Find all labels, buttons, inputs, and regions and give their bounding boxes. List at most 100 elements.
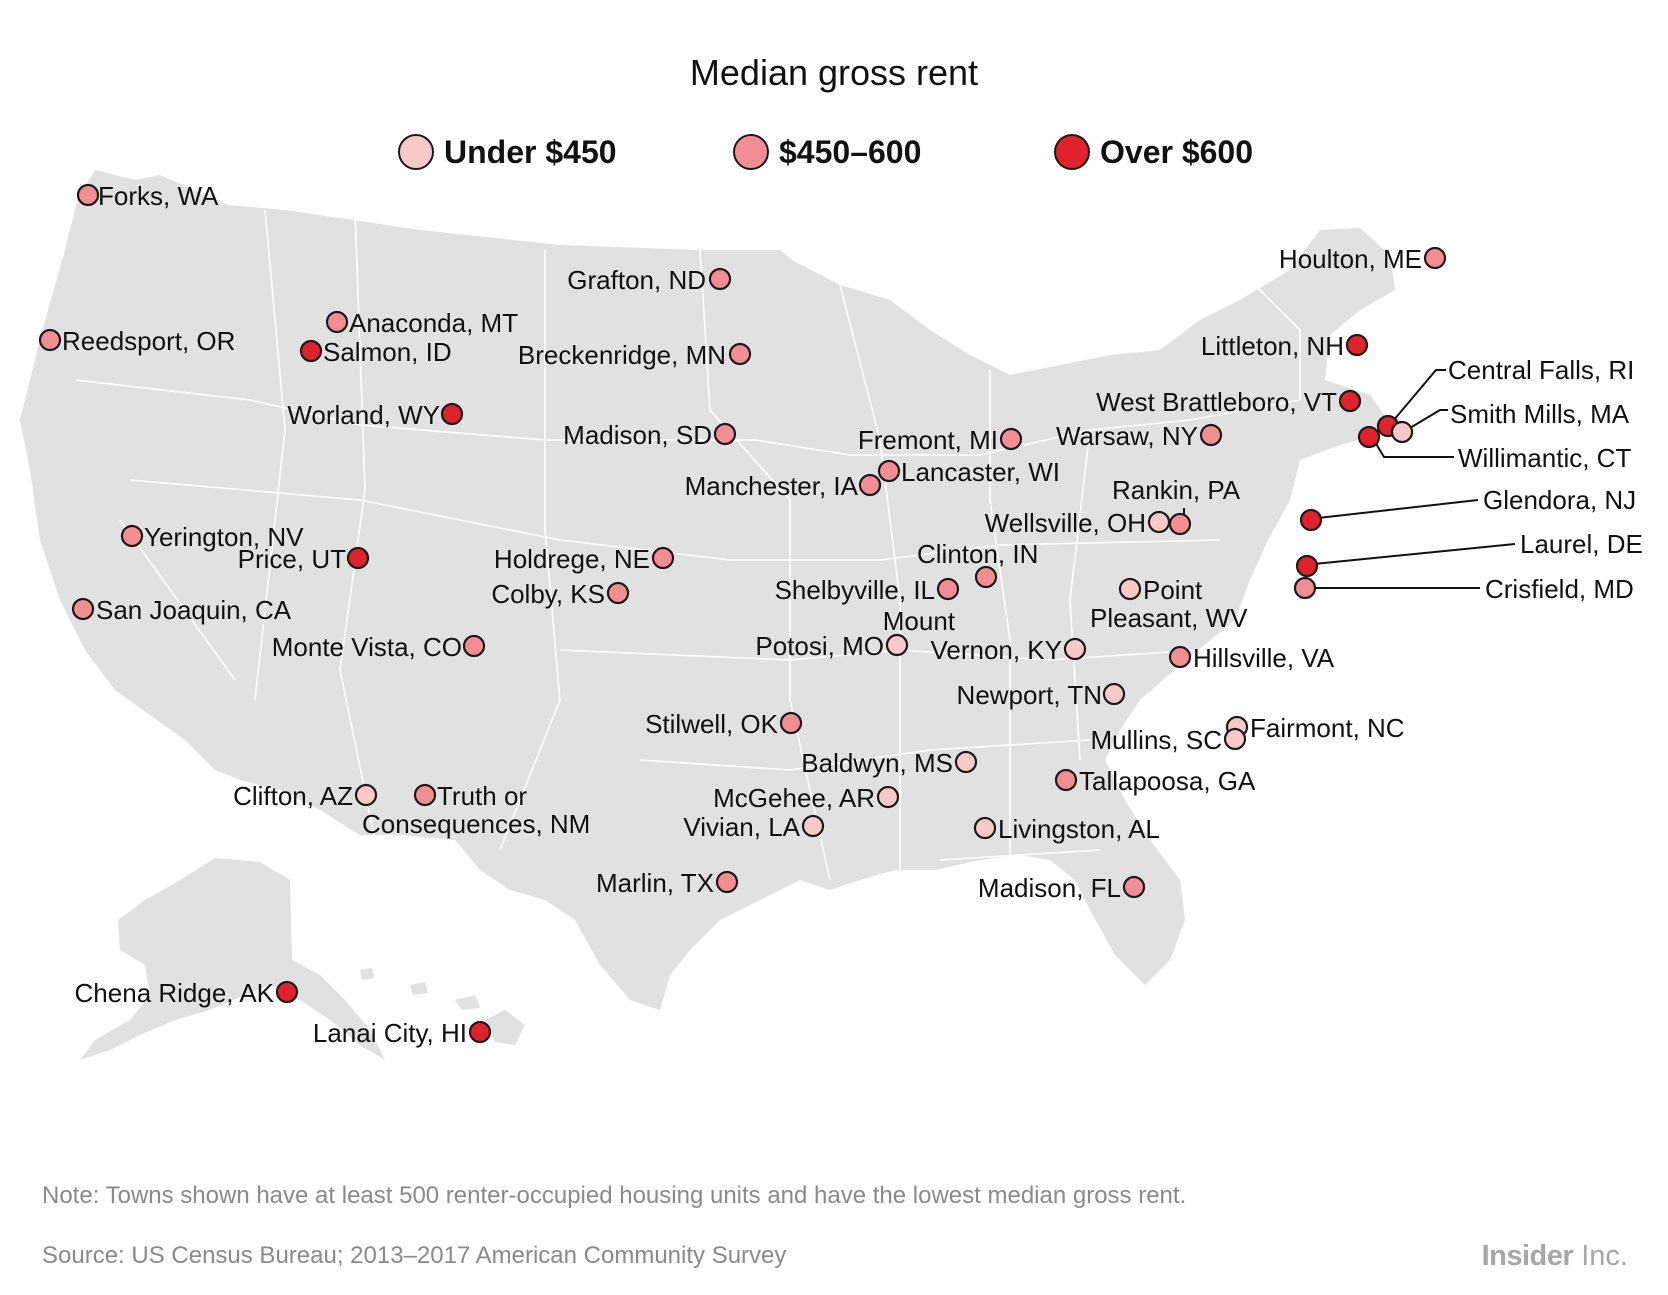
map-source: Source: US Census Bureau; 2013–2017 Amer…: [42, 1242, 787, 1269]
leader-line-central-falls-ri: [1392, 369, 1446, 422]
city-label-point-pleasant-wv-line1: Point: [1143, 575, 1203, 605]
city-label-truth-or-consequences-nm-line2: Consequences, NM: [362, 809, 590, 839]
city-label-mcgehee-ar: McGehee, AR: [713, 783, 875, 813]
city-marker-clinton-in: [974, 565, 998, 589]
city-marker-potosi-mo: [885, 633, 909, 657]
hawaii-island-kauai: [360, 968, 374, 980]
city-label-potosi-mo: Potosi, MO: [755, 631, 884, 661]
city-marker-glendora-nj: [1299, 508, 1323, 532]
city-marker-yerington-nv: [120, 524, 144, 548]
city-marker-west-brattleboro-vt: [1338, 389, 1362, 413]
map-title: Median gross rent: [689, 52, 979, 93]
city-marker-livingston-al: [973, 816, 997, 840]
city-label-newport-tn: Newport, TN: [957, 680, 1102, 710]
city-label-shelbyville-il: Shelbyville, IL: [775, 575, 935, 605]
city-label-willimantic-ct: Willimantic, CT: [1458, 443, 1631, 473]
legend-item-450-600: $450–600: [733, 130, 921, 174]
hawaii-island-big: [485, 1010, 525, 1045]
city-label-point-pleasant-wv-line2: Pleasant, WV: [1090, 603, 1248, 633]
city-label-crisfield-md: Crisfield, MD: [1485, 574, 1634, 604]
city-label-san-joaquin-ca: San Joaquin, CA: [96, 595, 292, 625]
city-label-truth-or-consequences-nm-line1: Truth or: [437, 781, 527, 811]
city-label-livingston-al: Livingston, AL: [998, 814, 1160, 844]
city-label-mount-vernon-ky-line1: Mount: [883, 606, 956, 636]
city-marker-chena-ridge-ak: [275, 980, 299, 1004]
city-marker-san-joaquin-ca: [71, 597, 95, 621]
city-marker-holdrege-ne: [651, 546, 675, 570]
city-marker-mullins-sc: [1223, 727, 1247, 751]
city-label-breckenridge-mn: Breckenridge, MN: [518, 340, 726, 370]
city-markers: Forks, WA Reedsport, OR Anaconda, MTSalmon…: [38, 181, 1643, 1048]
city-marker-laurel-de: [1295, 554, 1319, 578]
city-label-central-falls-ri: Central Falls, RI: [1448, 355, 1634, 385]
city-marker-warsaw-ny: [1199, 423, 1223, 447]
city-label-stilwell-ok: Stilwell, OK: [645, 709, 779, 739]
leader-line-willimantic-ct: [1374, 441, 1454, 458]
legend-label: $450–600: [779, 133, 922, 170]
city-marker-point-pleasant-wv: [1118, 577, 1142, 601]
city-label-glendora-nj: Glendora, NJ: [1483, 485, 1636, 515]
city-marker-grafton-nd: [708, 267, 732, 291]
city-marker-smith-mills-ma: [1390, 420, 1414, 444]
city-label-reedsport-or: Reedsport, OR: [62, 326, 235, 356]
city-marker-madison-sd: [713, 422, 737, 446]
city-marker-rankin-pa: [1168, 512, 1192, 536]
city-label-mount-vernon-ky-line2: Vernon, KY: [930, 635, 1062, 665]
legend-swatch-medium: [733, 134, 769, 170]
city-marker-truth-or-consequences-nm: [413, 783, 437, 807]
city-marker-wellsville-oh: [1147, 510, 1171, 534]
city-label-tallapoosa-ga: Tallapoosa, GA: [1079, 766, 1256, 796]
city-label-yerington-nv: Yerington, NV: [144, 522, 304, 552]
city-label-clinton-in: Clinton, IN: [917, 539, 1038, 569]
city-label-mullins-sc: Mullins, SC: [1091, 725, 1222, 755]
city-marker-breckenridge-mn: [728, 342, 752, 366]
city-marker-littleton-nh: [1345, 333, 1369, 357]
legend-label: Over $600: [1100, 133, 1254, 170]
legend-label: Under $450: [444, 133, 617, 170]
city-label-lancaster-wi: Lancaster, WI: [901, 457, 1060, 487]
city-label-forks-wa: Forks, WA: [98, 181, 219, 211]
city-label-chena-ridge-ak: Chena Ridge, AK: [75, 978, 275, 1008]
city-label-smith-mills-ma: Smith Mills, MA: [1450, 399, 1630, 429]
city-marker-crisfield-md: [1293, 576, 1317, 600]
city-label-fremont-mi: Fremont, MI: [858, 425, 998, 455]
city-label-monte-vista-co: Monte Vista, CO: [272, 632, 462, 662]
city-label-laurel-de: Laurel, DE: [1520, 529, 1643, 559]
legend-item-under-450: Under $450: [398, 130, 617, 174]
city-label-clifton-az: Clifton, AZ: [233, 781, 353, 811]
city-marker-shelbyville-il: [936, 577, 960, 601]
city-marker-worland-wy: [440, 402, 464, 426]
city-label-grafton-nd: Grafton, ND: [567, 265, 706, 295]
legend-swatch-light: [398, 134, 434, 170]
city-marker-tallapoosa-ga: [1054, 768, 1078, 792]
city-label-madison-fl: Madison, FL: [978, 873, 1121, 903]
city-marker-fremont-mi: [999, 427, 1023, 451]
logo-bold: Insider: [1481, 1240, 1574, 1272]
legend-swatch-dark: [1054, 134, 1090, 170]
city-marker-houlton-me: [1423, 246, 1447, 270]
city-marker-lancaster-wi: [877, 459, 901, 483]
leader-line-smith-mills-ma: [1409, 409, 1448, 429]
city-label-littleton-nh: Littleton, NH: [1201, 331, 1344, 361]
city-marker-monte-vista-co: [462, 634, 486, 658]
city-marker-hillsville-va: [1168, 645, 1192, 669]
leader-lines: [1183, 369, 1516, 589]
city-marker-baldwyn-ms: [954, 750, 978, 774]
city-marker-marlin-tx: [715, 870, 739, 894]
leader-line-laurel-de: [1313, 543, 1516, 565]
city-label-houlton-me: Houlton, ME: [1279, 244, 1422, 274]
city-label-rankin-pa: Rankin, PA: [1112, 475, 1241, 505]
logo-light: Inc.: [1573, 1240, 1628, 1272]
city-marker-colby-ks: [606, 581, 630, 605]
city-marker-mount-vernon-ky: [1063, 637, 1087, 661]
city-marker-reedsport-or: [38, 328, 62, 352]
insider-inc-logo: Insider Inc.: [1482, 1240, 1628, 1273]
city-marker-madison-fl: [1122, 875, 1146, 899]
city-label-wellsville-oh: Wellsville, OH: [985, 508, 1146, 538]
city-marker-vivian-la: [801, 814, 825, 838]
city-marker-lanai-city-hi: [468, 1020, 492, 1044]
city-marker-clifton-az: [354, 783, 378, 807]
city-marker-anaconda-mt: [325, 310, 349, 334]
